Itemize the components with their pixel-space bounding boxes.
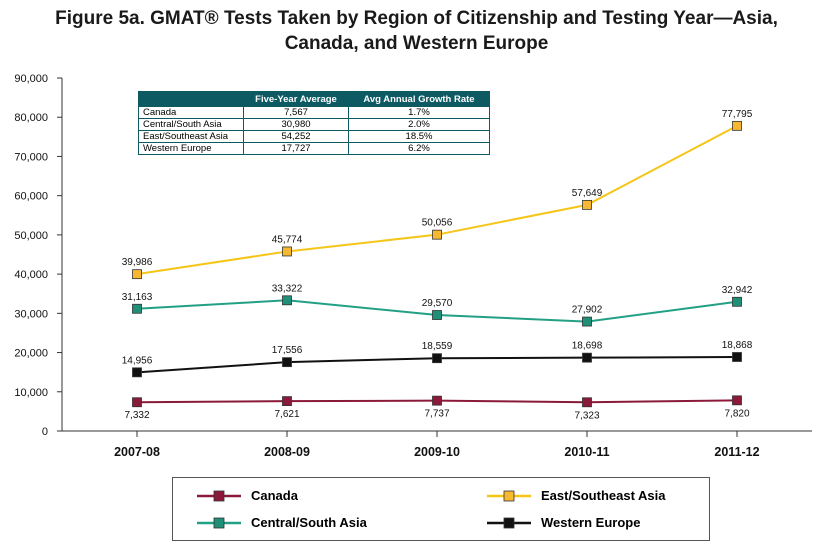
data-point-canada bbox=[432, 395, 442, 406]
table-cell-region: East/Southeast Asia bbox=[138, 130, 244, 143]
data-label-central-south-asia: 29,570 bbox=[422, 298, 453, 309]
data-point-central-south-asia bbox=[432, 310, 442, 320]
chart-legend: Canada East/Southeast Asia Central/South… bbox=[172, 477, 710, 541]
table-cell-growth: 1.7% bbox=[348, 106, 490, 119]
data-point-western-europe bbox=[582, 352, 592, 363]
data-label-east-southeast-asia: 57,649 bbox=[572, 188, 603, 199]
y-tick-label: 30,000 bbox=[14, 308, 48, 320]
summary-table: Five-Year Average Avg Annual Growth Rate… bbox=[138, 91, 490, 155]
data-label-east-southeast-asia: 45,774 bbox=[272, 234, 303, 245]
data-label-western-europe: 18,559 bbox=[422, 341, 453, 352]
chart-title: Figure 5a. GMAT® Tests Taken by Region o… bbox=[0, 6, 833, 56]
data-label-western-europe: 17,556 bbox=[272, 345, 303, 356]
legend-label-central-south-asia: Central/South Asia bbox=[251, 515, 367, 530]
data-point-western-europe bbox=[132, 367, 142, 378]
y-tick-label: 0 bbox=[42, 426, 48, 438]
data-label-canada: 7,737 bbox=[424, 409, 449, 420]
data-label-central-south-asia: 32,942 bbox=[722, 285, 753, 296]
y-tick-label: 40,000 bbox=[14, 269, 48, 281]
data-point-central-south-asia bbox=[282, 295, 292, 306]
y-tick-label: 80,000 bbox=[14, 112, 48, 124]
x-tick-label: 2010-11 bbox=[564, 445, 609, 459]
table-row: East/Southeast Asia 54,252 18.5% bbox=[138, 130, 490, 143]
data-label-central-south-asia: 27,902 bbox=[572, 305, 603, 316]
table-cell-growth: 2.0% bbox=[348, 118, 490, 131]
legend-item-central-south-asia: Central/South Asia bbox=[197, 515, 367, 530]
data-label-central-south-asia: 33,322 bbox=[272, 283, 303, 294]
legend-item-east-southeast-asia: East/Southeast Asia bbox=[487, 488, 666, 503]
table-cell-region: Western Europe bbox=[138, 142, 244, 155]
legend-label-east-southeast-asia: East/Southeast Asia bbox=[541, 488, 666, 503]
y-tick-label: 90,000 bbox=[14, 73, 48, 85]
data-label-canada: 7,323 bbox=[574, 410, 599, 421]
data-point-canada bbox=[582, 397, 592, 408]
data-label-canada: 7,820 bbox=[724, 408, 749, 419]
data-point-east-southeast-asia bbox=[732, 120, 742, 131]
x-tick-label: 2011-12 bbox=[714, 445, 759, 459]
data-point-canada bbox=[282, 396, 292, 407]
table-cell-average: 17,727 bbox=[243, 142, 349, 155]
table-cell-region: Central/South Asia bbox=[138, 118, 244, 131]
summary-header-growth: Avg Annual Growth Rate bbox=[348, 91, 490, 107]
data-point-western-europe bbox=[732, 352, 742, 362]
table-cell-average: 7,567 bbox=[243, 106, 349, 119]
legend-label-western-europe: Western Europe bbox=[541, 515, 641, 530]
legend-marker-central-south-asia-icon bbox=[197, 517, 241, 528]
chart-title-line-1: Figure 5a. GMAT® Tests Taken by Region o… bbox=[55, 8, 778, 29]
data-label-canada: 7,621 bbox=[274, 409, 299, 420]
table-row: Western Europe 17,727 6.2% bbox=[138, 142, 490, 155]
data-label-western-europe: 18,868 bbox=[722, 340, 753, 351]
y-tick-label: 10,000 bbox=[14, 387, 48, 399]
legend-marker-east-southeast-asia-icon bbox=[487, 490, 531, 501]
x-tick-label: 2008-09 bbox=[264, 445, 310, 459]
x-tick-label: 2009-10 bbox=[414, 445, 460, 459]
data-point-canada bbox=[132, 397, 142, 408]
data-point-western-europe bbox=[282, 357, 292, 368]
summary-header-average: Five-Year Average bbox=[243, 91, 349, 107]
data-point-east-southeast-asia bbox=[432, 229, 442, 240]
summary-table-header-row: Five-Year Average Avg Annual Growth Rate bbox=[138, 91, 490, 107]
table-row: Central/South Asia 30,980 2.0% bbox=[138, 118, 490, 131]
data-label-central-south-asia: 31,163 bbox=[122, 292, 153, 303]
legend-item-canada: Canada bbox=[197, 488, 298, 503]
table-cell-region: Canada bbox=[138, 106, 244, 119]
data-point-central-south-asia bbox=[582, 316, 592, 327]
legend-marker-western-europe-icon bbox=[487, 517, 531, 528]
legend-item-western-europe: Western Europe bbox=[487, 515, 640, 530]
data-label-east-southeast-asia: 50,056 bbox=[422, 218, 453, 229]
legend-label-canada: Canada bbox=[251, 488, 298, 503]
y-tick-label: 50,000 bbox=[14, 230, 48, 242]
data-point-western-europe bbox=[432, 353, 442, 364]
data-point-east-southeast-asia bbox=[282, 246, 292, 257]
summary-header-blank bbox=[138, 91, 244, 107]
data-label-western-europe: 18,698 bbox=[572, 341, 603, 352]
table-row: Canada 7,567 1.7% bbox=[138, 106, 490, 119]
legend-marker-canada-icon bbox=[197, 490, 241, 501]
data-label-east-southeast-asia: 77,795 bbox=[722, 109, 753, 120]
data-point-east-southeast-asia bbox=[132, 269, 142, 280]
y-tick-label: 60,000 bbox=[14, 191, 48, 203]
y-tick-label: 20,000 bbox=[14, 348, 48, 360]
data-point-central-south-asia bbox=[132, 303, 142, 314]
data-label-east-southeast-asia: 39,986 bbox=[122, 257, 153, 268]
data-label-western-europe: 14,956 bbox=[122, 355, 153, 366]
data-point-central-south-asia bbox=[732, 296, 742, 307]
chart-title-line-2: Canada, and Western Europe bbox=[284, 33, 549, 54]
table-cell-growth: 18.5% bbox=[348, 130, 490, 143]
x-tick-label: 2007-08 bbox=[114, 445, 160, 459]
data-point-canada bbox=[732, 395, 742, 406]
y-tick-label: 70,000 bbox=[14, 151, 48, 163]
data-label-canada: 7,332 bbox=[124, 410, 149, 421]
data-point-east-southeast-asia bbox=[582, 199, 592, 210]
table-cell-average: 54,252 bbox=[243, 130, 349, 143]
table-cell-growth: 6.2% bbox=[348, 142, 490, 155]
table-cell-average: 30,980 bbox=[243, 118, 349, 131]
